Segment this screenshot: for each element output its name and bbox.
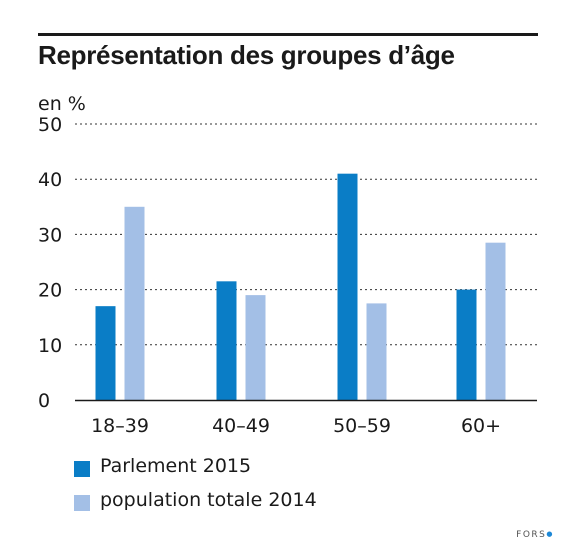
legend-swatch-population <box>74 495 90 511</box>
y-axis-unit-label: en % <box>38 93 86 115</box>
bar-population <box>124 206 145 400</box>
y-tick-label: 20 <box>38 280 62 302</box>
bar-parlement <box>456 289 477 400</box>
y-tick-label: 40 <box>38 169 62 191</box>
legend-label-parlement: Parlement 2015 <box>100 455 252 477</box>
y-tick-label: 10 <box>38 335 62 357</box>
fors-logo: FORS● <box>516 530 554 540</box>
chart-title: Représentation des groupes d’âge <box>38 40 455 70</box>
y-tick-label: 30 <box>38 224 62 246</box>
x-tick-label: 18–39 <box>91 415 149 437</box>
legend-swatch-parlement <box>74 461 90 477</box>
bar-population <box>245 295 266 400</box>
bars <box>95 173 506 400</box>
x-tick-label: 50–59 <box>333 415 391 437</box>
title-rule <box>38 33 538 36</box>
fors-logo-text: FORS <box>516 530 547 540</box>
fors-logo-dot-icon: ● <box>546 530 554 538</box>
bar-population <box>485 242 506 400</box>
bar-parlement <box>95 306 116 400</box>
x-tick-label: 40–49 <box>212 415 270 437</box>
y-tick-label: 0 <box>38 390 50 412</box>
bar-parlement <box>216 281 237 400</box>
bar-parlement <box>337 173 358 400</box>
x-tick-label: 60+ <box>461 415 501 437</box>
axes: 0 10 20 30 40 50 18–39 40–49 50–59 60+ <box>38 114 537 437</box>
legend-label-population: population totale 2014 <box>100 489 317 511</box>
bar-population <box>366 303 387 400</box>
y-tick-label: 50 <box>38 114 62 136</box>
